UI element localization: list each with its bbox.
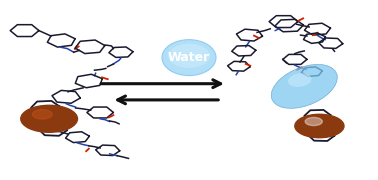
Ellipse shape — [168, 44, 210, 68]
Text: Water: Water — [168, 51, 210, 64]
Ellipse shape — [162, 40, 216, 76]
Circle shape — [33, 110, 52, 119]
Ellipse shape — [288, 73, 311, 87]
Circle shape — [295, 114, 344, 138]
Circle shape — [21, 105, 77, 132]
Circle shape — [305, 117, 322, 126]
Ellipse shape — [271, 64, 337, 108]
